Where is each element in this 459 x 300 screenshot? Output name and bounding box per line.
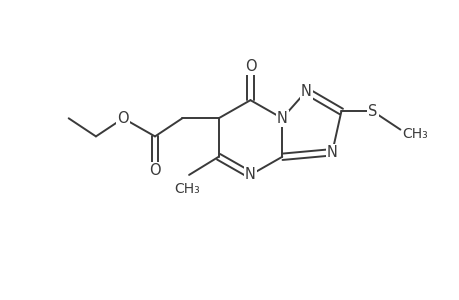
Text: O: O bbox=[244, 59, 256, 74]
Text: N: N bbox=[245, 167, 255, 182]
Text: O: O bbox=[149, 163, 161, 178]
Text: CH₃: CH₃ bbox=[402, 127, 427, 141]
Text: N: N bbox=[276, 111, 287, 126]
Text: O: O bbox=[117, 111, 129, 126]
Text: N: N bbox=[300, 84, 311, 99]
Text: N: N bbox=[326, 145, 337, 160]
Text: CH₃: CH₃ bbox=[174, 182, 199, 196]
Text: S: S bbox=[368, 104, 377, 119]
